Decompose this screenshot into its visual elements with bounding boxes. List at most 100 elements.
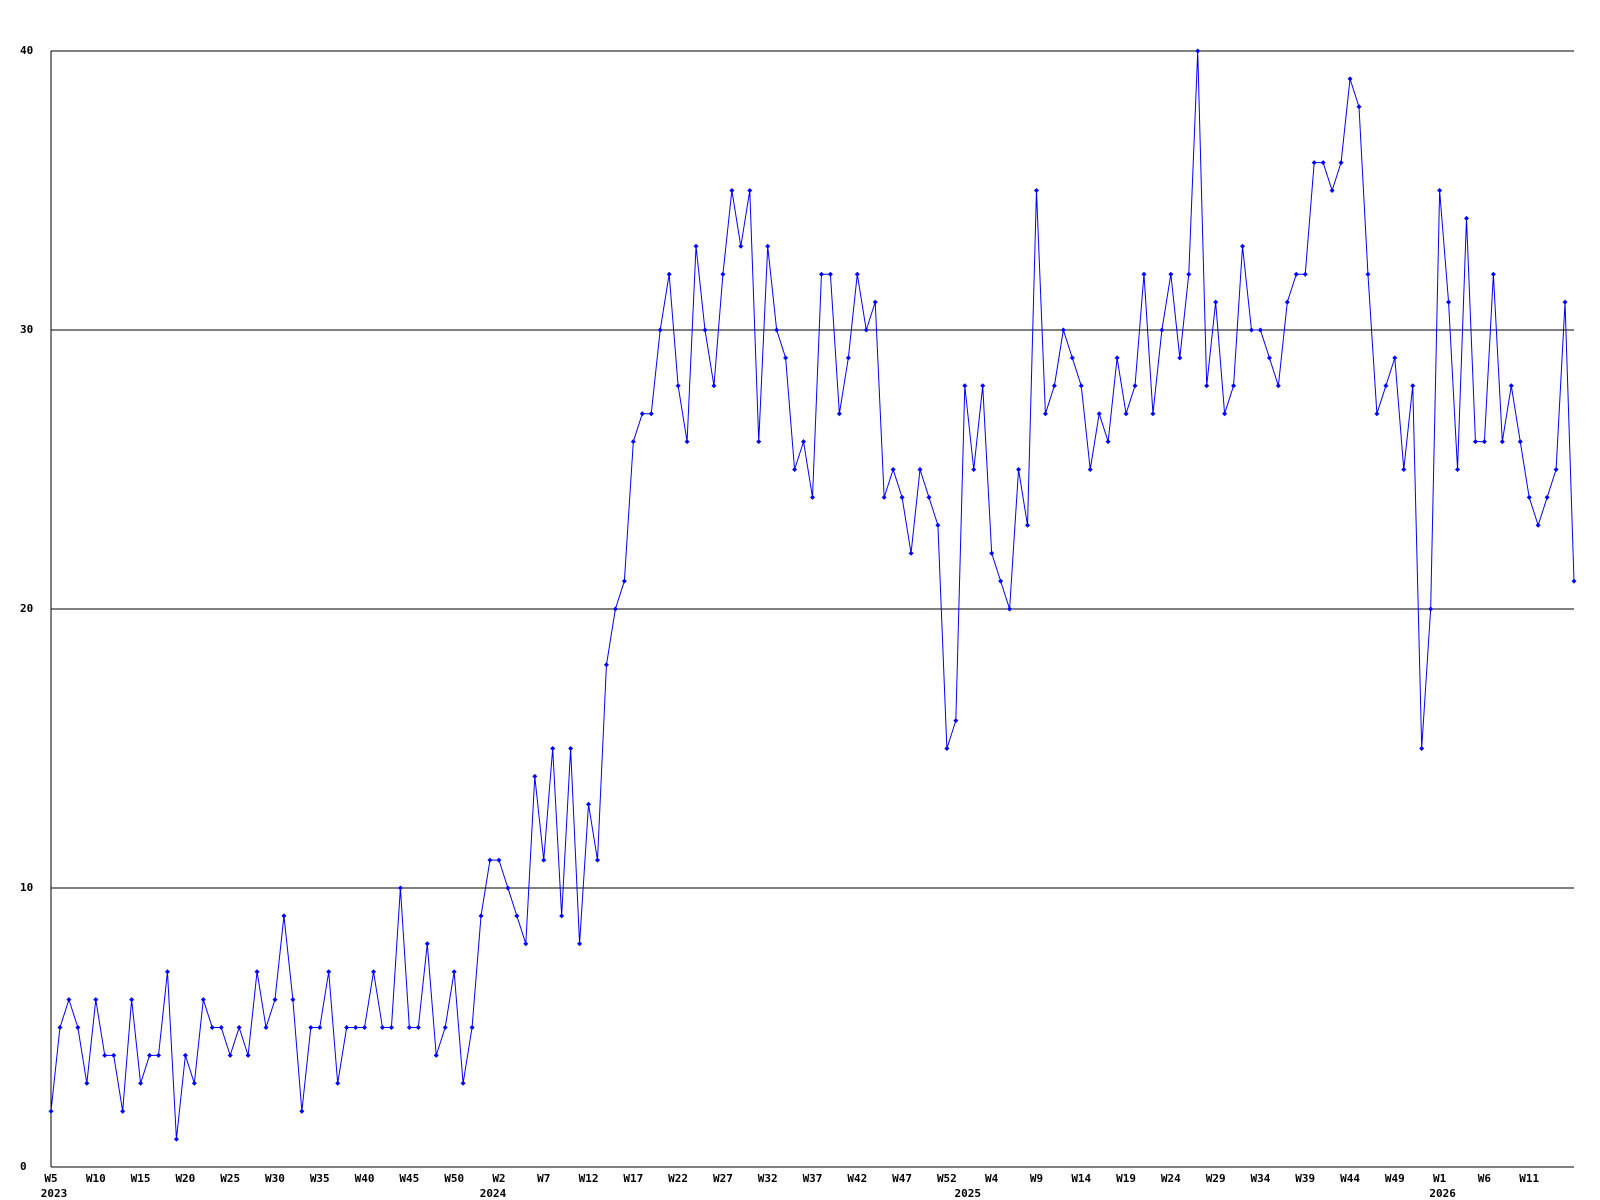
data-point (1078, 383, 1084, 389)
data-point (881, 494, 887, 500)
data-point (281, 913, 287, 919)
x-tick-label: W27 (713, 1172, 733, 1185)
data-point (362, 1025, 368, 1030)
x-tick-label: W32 (758, 1172, 778, 1185)
data-point (577, 941, 583, 947)
x-tick-label: W44 (1340, 1172, 1360, 1185)
data-point (836, 411, 842, 417)
data-point (326, 969, 332, 975)
data-point (57, 1025, 63, 1030)
data-point (478, 913, 484, 919)
data-point (1392, 355, 1398, 361)
data-point (317, 1025, 323, 1030)
x-tick-label: W12 (579, 1172, 599, 1185)
data-point (263, 1025, 269, 1030)
x-tick-label: W29 (1206, 1172, 1226, 1185)
x-tick-label: W25 (220, 1172, 240, 1185)
x-tick-label: W42 (847, 1172, 867, 1185)
data-point (102, 1052, 108, 1058)
data-point (308, 1025, 314, 1030)
data-point (1204, 383, 1210, 389)
data-point (1025, 522, 1031, 528)
data-point (1060, 327, 1066, 333)
data-point (648, 411, 654, 417)
data-point (1526, 494, 1532, 500)
data-point (1437, 188, 1443, 193)
data-point (603, 662, 609, 668)
x-tick-label: W37 (803, 1172, 823, 1185)
data-point (147, 1052, 153, 1058)
data-point (245, 1052, 251, 1058)
x-tick-label: W30 (265, 1172, 285, 1185)
data-point (1535, 522, 1541, 528)
data-point (711, 383, 717, 389)
data-point (424, 941, 430, 947)
x-tick-label: W14 (1071, 1172, 1091, 1185)
data-point (908, 550, 914, 556)
data-point (1114, 355, 1120, 361)
x-tick-label: W17 (623, 1172, 643, 1185)
data-point (1338, 160, 1344, 166)
data-point (827, 271, 833, 277)
data-point (1419, 746, 1425, 751)
x-tick-label: W24 (1161, 1172, 1181, 1185)
data-point (227, 1052, 233, 1058)
data-point (1042, 411, 1048, 417)
data-point (917, 467, 923, 472)
data-point (523, 941, 529, 947)
data-point (1562, 299, 1568, 305)
data-point (702, 327, 708, 333)
data-point (1248, 327, 1254, 333)
data-point (505, 885, 511, 891)
data-point (594, 857, 600, 863)
data-point (1087, 467, 1093, 472)
data-point (854, 271, 860, 277)
data-point (344, 1025, 350, 1030)
data-point (218, 1025, 224, 1030)
data-point (818, 271, 824, 277)
data-point (182, 1052, 188, 1058)
data-point (379, 1025, 385, 1030)
data-point (397, 885, 403, 891)
y-tick-label: 40 (20, 44, 33, 57)
data-point (1463, 215, 1469, 221)
data-point (406, 1025, 412, 1030)
x-tick-label: W7 (537, 1172, 550, 1185)
data-point (944, 746, 950, 751)
data-point (1499, 439, 1505, 445)
data-point (989, 550, 995, 556)
data-point (541, 857, 547, 863)
y-tick-label: 0 (20, 1160, 27, 1173)
data-point (200, 997, 206, 1003)
data-point (209, 1025, 215, 1030)
x-tick-label: W34 (1251, 1172, 1271, 1185)
data-point (371, 969, 377, 975)
data-point (1141, 271, 1147, 277)
data-point (962, 383, 968, 389)
data-point (469, 1025, 475, 1030)
data-point (1168, 271, 1174, 277)
data-point (729, 188, 735, 193)
x-tick-label: W22 (668, 1172, 688, 1185)
data-point (863, 327, 869, 333)
data-point (756, 439, 762, 445)
data-point (1347, 76, 1353, 82)
data-point (415, 1025, 421, 1030)
data-point (129, 997, 135, 1003)
data-point (1096, 411, 1102, 417)
x-tick-label: W45 (399, 1172, 419, 1185)
data-point (1571, 578, 1577, 584)
data-point (639, 411, 645, 417)
data-point (890, 467, 896, 472)
data-point (1356, 104, 1362, 110)
data-point (1490, 271, 1496, 277)
data-point (1320, 160, 1326, 166)
data-point (998, 578, 1004, 584)
data-point (66, 997, 72, 1003)
data-point (460, 1080, 466, 1086)
data-point (621, 578, 627, 584)
data-point (1383, 383, 1389, 389)
data-point (1222, 411, 1228, 417)
